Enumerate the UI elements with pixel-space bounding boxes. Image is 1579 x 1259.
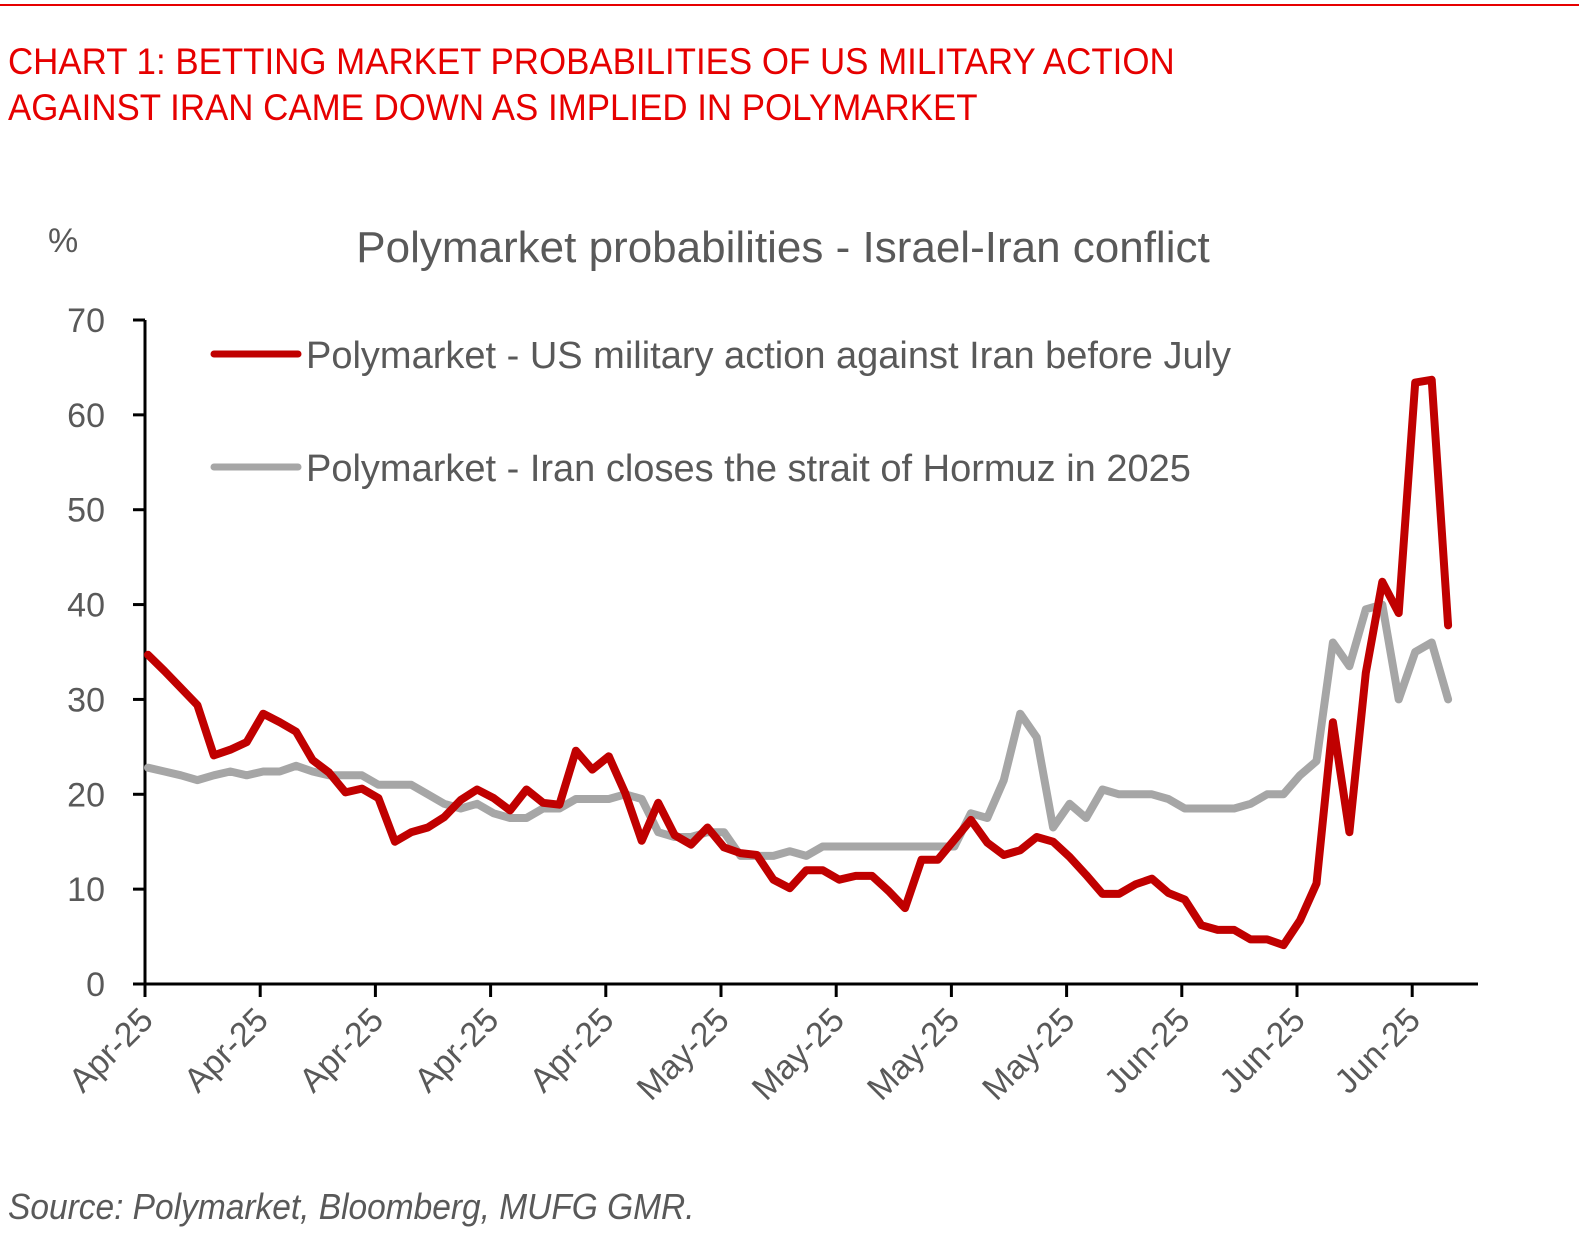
x-tick-label: Apr-25 bbox=[292, 1001, 391, 1100]
y-tick-label: 60 bbox=[67, 397, 105, 435]
headline-line-2: AGAINST IRAN CAME DOWN AS IMPLIED IN POL… bbox=[8, 86, 978, 128]
x-tick-label: Apr-25 bbox=[177, 1001, 276, 1100]
x-tick-label: May-25 bbox=[860, 1001, 967, 1108]
chart-headline: CHART 1: BETTING MARKET PROBABILITIES OF… bbox=[8, 38, 1175, 130]
headline-line-1: CHART 1: BETTING MARKET PROBABILITIES OF… bbox=[8, 40, 1175, 82]
top-rule bbox=[0, 4, 1579, 6]
legend: Polymarket - US military action against … bbox=[210, 335, 1231, 490]
y-tick-label: 0 bbox=[86, 966, 105, 1004]
x-tick-label: Jun-25 bbox=[1212, 1001, 1312, 1101]
series-layer bbox=[144, 375, 1453, 950]
y-tick-label: 20 bbox=[67, 776, 105, 814]
x-tick-label: Apr-25 bbox=[522, 1001, 621, 1100]
legend-label-us-action: Polymarket - US military action against … bbox=[306, 335, 1231, 377]
x-tick-label: May-25 bbox=[630, 1001, 737, 1108]
y-tick-label: 70 bbox=[67, 302, 105, 340]
series-line-us-military-action bbox=[144, 375, 1453, 950]
y-tick-label: 50 bbox=[67, 492, 105, 530]
x-axis: Apr-25 Apr-25 Apr-25 Apr-25 Apr-25 May-25 May-… bbox=[62, 982, 1478, 1108]
x-tick-label: May-25 bbox=[745, 1001, 852, 1108]
legend-label-hormuz: Polymarket - Iran closes the strait of H… bbox=[306, 448, 1191, 490]
y-axis: 0 10 20 30 40 50 60 70 bbox=[67, 302, 147, 1004]
y-tick-label: 30 bbox=[67, 681, 105, 719]
y-tick-label: 40 bbox=[67, 587, 105, 625]
y-axis-unit-label: % bbox=[48, 222, 78, 260]
x-tick-label: Apr-25 bbox=[62, 1001, 161, 1100]
x-tick-label: May-25 bbox=[975, 1001, 1082, 1108]
source-note: Source: Polymarket, Bloomberg, MUFG GMR. bbox=[8, 1186, 695, 1227]
y-tick-label: 10 bbox=[67, 871, 105, 909]
x-tick-label: Apr-25 bbox=[407, 1001, 506, 1100]
x-tick-label: Jun-25 bbox=[1327, 1001, 1427, 1101]
x-tick-label: Jun-25 bbox=[1097, 1001, 1197, 1101]
series-line-hormuz-closure bbox=[144, 600, 1453, 860]
chart-title: Polymarket probabilities - Israel-Iran c… bbox=[356, 223, 1209, 272]
